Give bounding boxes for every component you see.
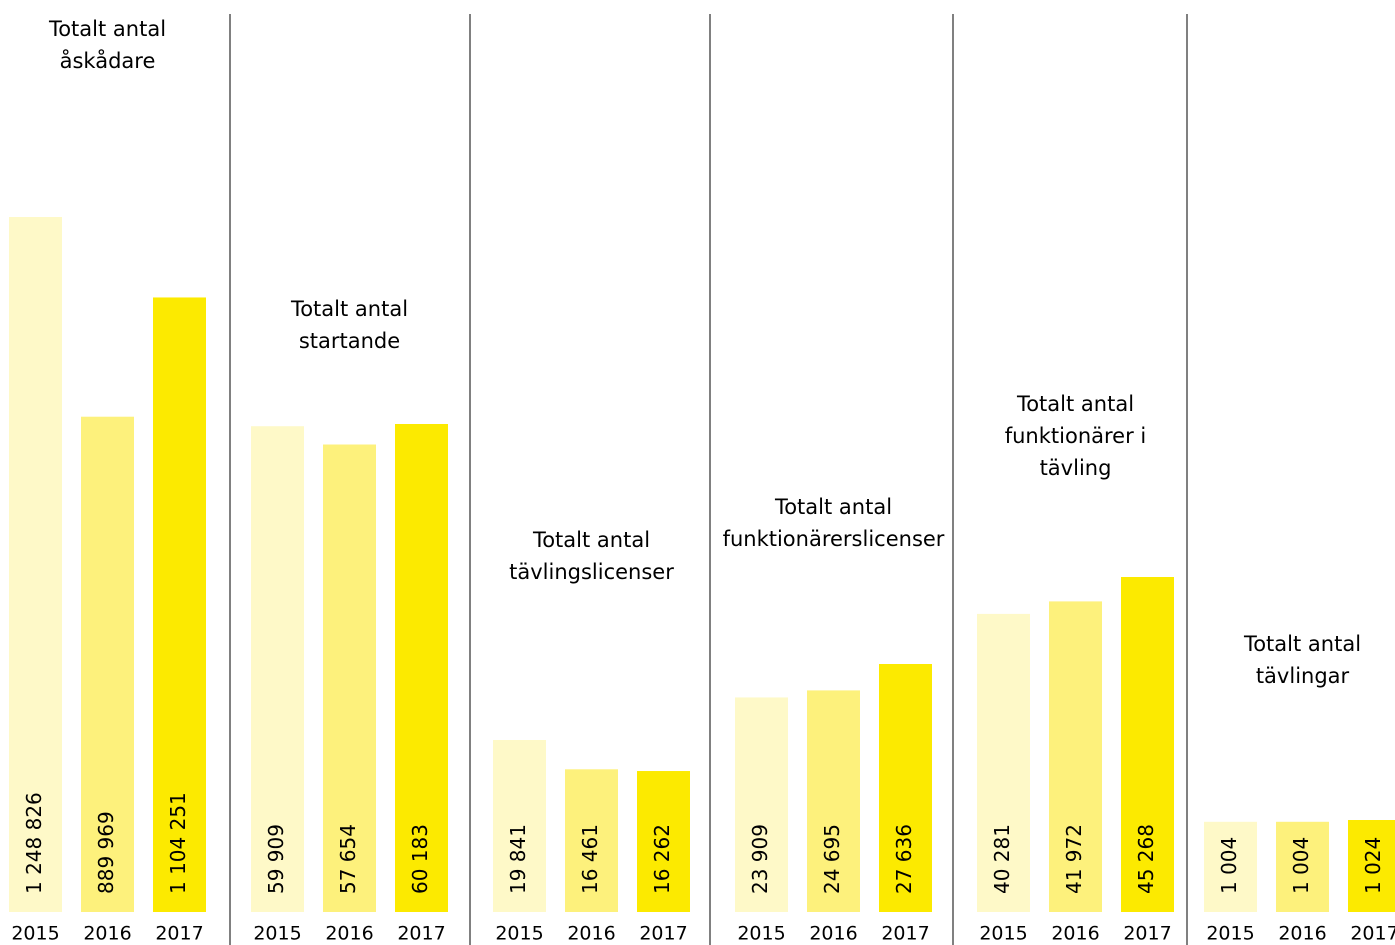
panel-title: Totalt antal: [290, 297, 408, 321]
x-tick-label: 2015: [11, 923, 59, 945]
bar: [735, 697, 788, 912]
value-label: 41 972: [1062, 824, 1086, 894]
value-label: 16 262: [650, 824, 674, 894]
bar: [395, 424, 448, 912]
panel-title: Totalt antal: [774, 495, 892, 519]
panel-title: Totalt antal: [1243, 632, 1361, 656]
bar: [1276, 821, 1329, 912]
panel-title: Totalt antal: [1016, 392, 1134, 416]
value-label: 23 909: [748, 824, 772, 894]
bar: [1049, 601, 1102, 912]
bar: [81, 416, 134, 912]
x-tick-label: 2016: [83, 923, 131, 945]
value-label: 16 461: [578, 824, 602, 894]
bar: [1204, 821, 1257, 912]
x-tick-label: 2017: [1123, 923, 1171, 945]
x-tick-label: 2015: [1206, 923, 1254, 945]
x-tick-label: 2015: [979, 923, 1027, 945]
value-label: 60 183: [408, 824, 432, 894]
value-label: 1 004: [1217, 837, 1241, 894]
panel-title: tävlingar: [1256, 664, 1350, 688]
bar: [879, 664, 932, 912]
panel-title: startande: [299, 329, 400, 353]
value-label: 19 841: [506, 824, 530, 894]
x-tick-label: 2017: [881, 923, 929, 945]
bar: [565, 769, 618, 912]
bar: [251, 426, 304, 912]
x-tick-label: 2015: [737, 923, 785, 945]
x-tick-label: 2017: [397, 923, 445, 945]
bar: [493, 740, 546, 912]
x-tick-label: 2017: [155, 923, 203, 945]
x-tick-label: 2016: [809, 923, 857, 945]
panel-title: Totalt antal: [532, 528, 650, 552]
x-tick-label: 2016: [1051, 923, 1099, 945]
value-label: 24 695: [820, 824, 844, 894]
panel-title: funktionärer i: [1005, 424, 1147, 448]
panel-title: åskådare: [60, 48, 156, 73]
value-label: 27 636: [892, 824, 916, 894]
bar: [323, 444, 376, 912]
x-tick-label: 2016: [567, 923, 615, 945]
x-tick-label: 2017: [1350, 923, 1395, 945]
bar: [637, 771, 690, 912]
panel-title: Totalt antal: [48, 17, 166, 41]
panel-title: tävlingslicenser: [509, 560, 674, 584]
bar: [977, 613, 1030, 912]
value-label: 59 909: [264, 824, 288, 894]
x-tick-label: 2015: [495, 923, 543, 945]
bar: [1121, 577, 1174, 912]
x-tick-label: 2017: [639, 923, 687, 945]
bar: [9, 217, 62, 912]
panel-separators: [229, 14, 1188, 945]
value-label: 889 969: [94, 811, 118, 894]
value-label: 1 248 826: [22, 792, 46, 894]
x-tick-label: 2016: [1278, 923, 1326, 945]
value-label: 40 281: [990, 824, 1014, 894]
bar: [1348, 820, 1395, 912]
value-label: 1 004: [1289, 837, 1313, 894]
bar: [807, 690, 860, 912]
panel-title: funktionärerslicenser: [723, 527, 945, 551]
value-label: 57 654: [336, 824, 360, 894]
x-tick-label: 2015: [253, 923, 301, 945]
value-label: 45 268: [1134, 824, 1158, 894]
x-tick-label: 2016: [325, 923, 373, 945]
bar: [153, 297, 206, 913]
value-label: 1 024: [1361, 837, 1385, 894]
value-label: 1 104 251: [166, 792, 190, 894]
panel-title: tävling: [1040, 456, 1112, 480]
